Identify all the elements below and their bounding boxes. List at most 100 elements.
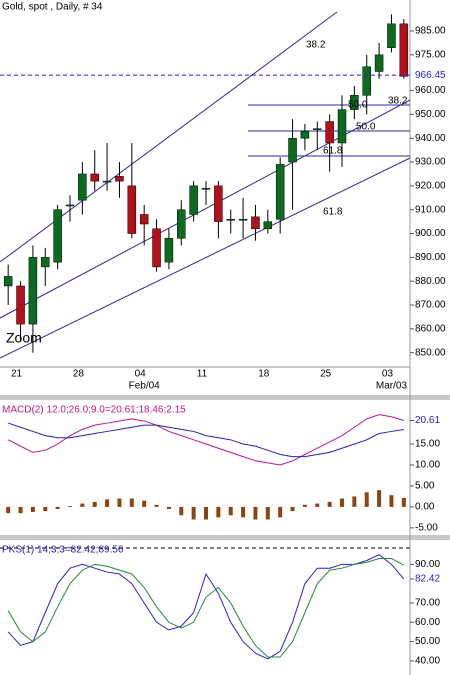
y-tick-label: 975.00 (415, 49, 446, 60)
histogram-bar (92, 501, 97, 507)
trendline (0, 157, 411, 359)
series-line (8, 422, 404, 458)
panel-title: MACD(2) 12.0;26.0;9.0=20.61;18.46;2.15 (2, 405, 186, 416)
series-line (7, 414, 404, 466)
histogram-bar (265, 506, 270, 520)
candle-body (238, 218, 248, 221)
y-tick-label: 15.00 (415, 439, 440, 450)
y-tick-label: 960.00 (415, 85, 446, 96)
histogram-bar (377, 490, 382, 507)
histogram-bar (6, 506, 11, 514)
candle-body (313, 128, 322, 130)
fib-label: 50.0 (348, 100, 368, 111)
histogram-bar (204, 506, 208, 520)
histogram-bar (302, 504, 307, 507)
y-tick-label: 920.00 (415, 181, 446, 192)
y-tick-label: 90.00 (415, 559, 440, 570)
fib-label: 61.8 (323, 207, 343, 218)
last-price-label: 966.45 (415, 70, 446, 81)
candle-body (28, 257, 38, 325)
candle-body (115, 176, 124, 182)
histogram-bar (154, 504, 159, 507)
candle-body (362, 66, 371, 96)
y-tick-label: 10.00 (415, 460, 440, 471)
series-line (7, 558, 405, 658)
y-tick-label: 82.42 (415, 574, 440, 585)
candle-body (275, 164, 285, 220)
candle-body (288, 137, 297, 163)
y-tick-label: 900.00 (415, 228, 446, 239)
candle-body (189, 185, 198, 215)
histogram-bar (55, 506, 60, 510)
series-line (7, 554, 405, 660)
x-tick-label: 18 (258, 369, 270, 380)
y-tick-label: 870.00 (415, 300, 446, 311)
histogram-bar (117, 498, 122, 507)
histogram-bar (166, 506, 171, 510)
x-tick-label-2: Feb/04 (129, 381, 161, 392)
y-tick-label: 50.00 (415, 636, 440, 647)
candle-body (102, 180, 112, 183)
y-tick-label: 40.00 (415, 656, 440, 667)
candle-body (214, 185, 223, 222)
histogram-bar (327, 501, 332, 507)
fib-label: 38.2 (306, 40, 326, 51)
histogram-bar (278, 506, 283, 518)
histogram-bar (105, 499, 110, 507)
histogram-bar (30, 506, 35, 512)
candle-body (16, 285, 25, 325)
y-tick-label: 985.00 (415, 26, 446, 37)
chart-title: Gold, spot , Daily, # 34 (2, 2, 103, 13)
y-tick-label: 70.00 (415, 598, 440, 609)
histogram-bar (18, 506, 23, 514)
y-tick-label: 890.00 (415, 252, 446, 263)
histogram-bar (129, 498, 134, 507)
candle-body (3, 276, 13, 287)
y-tick-label: 930.00 (415, 157, 446, 168)
candle-body (350, 95, 359, 110)
fib-label: 50.0 (356, 122, 376, 133)
candle-body (127, 185, 137, 234)
histogram-bar (216, 506, 221, 518)
fib-label: 61.8 (323, 146, 343, 157)
candle-body (90, 173, 99, 182)
y-tick-label: 880.00 (415, 276, 446, 287)
y-tick-label: 860.00 (415, 324, 446, 335)
panel-title: PKS(1) 14;3;3=82.42;89.56 (2, 545, 124, 556)
separator (0, 395, 450, 400)
y-tick-label: 910.00 (415, 204, 446, 215)
candle-body (337, 109, 347, 144)
candle-body (325, 121, 334, 144)
x-tick-label: 03 (382, 369, 394, 380)
x-tick-label: 11 (197, 369, 208, 380)
candle-body (201, 188, 211, 190)
fib-label: 38.2 (388, 96, 408, 107)
separator (0, 535, 450, 540)
candle-body (399, 23, 409, 77)
histogram-bar (228, 506, 233, 516)
candle-body (164, 238, 174, 263)
y-tick-label: -5.00 (415, 523, 438, 534)
candle-body (65, 204, 75, 207)
candle-body (226, 218, 235, 221)
candle-body (177, 209, 186, 239)
histogram-bar (389, 495, 394, 507)
histogram-bar (179, 506, 184, 516)
candle-body (374, 54, 384, 72)
y-tick-label: 0.00 (415, 502, 435, 513)
candle-body (300, 130, 310, 139)
histogram-bar (290, 506, 295, 512)
x-tick-label: 28 (73, 369, 85, 380)
histogram-bar (142, 500, 147, 507)
candle-body (263, 221, 273, 230)
histogram-bar (315, 503, 320, 507)
histogram-bar (80, 503, 85, 507)
y-tick-label: 5.00 (415, 481, 435, 492)
histogram-bar (340, 498, 344, 507)
candle-body (251, 216, 260, 230)
histogram-bar (191, 506, 196, 520)
zoom-label: Zoom (6, 330, 42, 346)
y-tick-label: 940.00 (415, 133, 446, 144)
